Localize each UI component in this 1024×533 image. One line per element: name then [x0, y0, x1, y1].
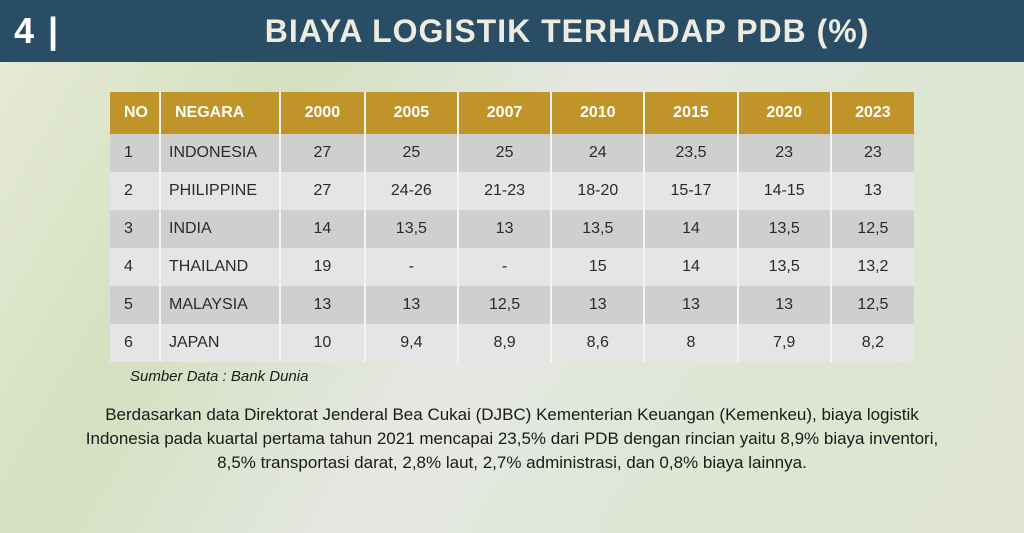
- table-cell: 8,2: [831, 324, 914, 362]
- table-cell: 2: [110, 172, 160, 210]
- table-cell: JAPAN: [160, 324, 280, 362]
- table-cell: 8,6: [551, 324, 644, 362]
- table-cell: THAILAND: [160, 248, 280, 286]
- table-cell: 13: [365, 286, 458, 324]
- page-title: BIAYA LOGISTIK TERHADAP PDB (%): [60, 13, 994, 50]
- table-cell: 13: [644, 286, 737, 324]
- table-cell: 13,5: [738, 248, 831, 286]
- table-cell: 14-15: [738, 172, 831, 210]
- table-cell: 1: [110, 134, 160, 172]
- table-cell: 12,5: [458, 286, 551, 324]
- table-cell: -: [458, 248, 551, 286]
- table-cell: 15-17: [644, 172, 737, 210]
- table-cell: 24: [551, 134, 644, 172]
- table-cell: 24-26: [365, 172, 458, 210]
- table-header-row: NO NEGARA 2000 2005 2007 2010 2015 2020 …: [110, 92, 914, 134]
- col-2010: 2010: [551, 92, 644, 134]
- table-cell: 27: [280, 134, 365, 172]
- table-row: 1INDONESIA2725252423,52323: [110, 134, 914, 172]
- table-row: 5MALAYSIA131312,513131312,5: [110, 286, 914, 324]
- table-cell: 6: [110, 324, 160, 362]
- table-cell: 25: [365, 134, 458, 172]
- page-number: 4 |: [14, 10, 60, 52]
- table-row: 4THAILAND19--151413,513,2: [110, 248, 914, 286]
- table-cell: 14: [280, 210, 365, 248]
- table-cell: 14: [644, 210, 737, 248]
- caption-text: Berdasarkan data Direktorat Jenderal Bea…: [80, 403, 944, 474]
- table-cell: 3: [110, 210, 160, 248]
- table-cell: 8,9: [458, 324, 551, 362]
- table-cell: -: [365, 248, 458, 286]
- col-2000: 2000: [280, 92, 365, 134]
- table-row: 2PHILIPPINE2724-2621-2318-2015-1714-1513: [110, 172, 914, 210]
- col-2005: 2005: [365, 92, 458, 134]
- table-cell: 23,5: [644, 134, 737, 172]
- header-bar: 4 | BIAYA LOGISTIK TERHADAP PDB (%): [0, 0, 1024, 62]
- table-cell: 10: [280, 324, 365, 362]
- table-cell: 13: [280, 286, 365, 324]
- table-cell: INDIA: [160, 210, 280, 248]
- table-cell: INDONESIA: [160, 134, 280, 172]
- table-cell: 13: [738, 286, 831, 324]
- table-cell: 13: [551, 286, 644, 324]
- table-cell: 19: [280, 248, 365, 286]
- table-cell: 14: [644, 248, 737, 286]
- table-cell: 9,4: [365, 324, 458, 362]
- source-text: Sumber Data : Bank Dunia: [130, 368, 1024, 385]
- table-cell: 13,5: [365, 210, 458, 248]
- table-cell: 13,2: [831, 248, 914, 286]
- table-cell: 23: [831, 134, 914, 172]
- table-cell: 13,5: [738, 210, 831, 248]
- table-cell: 8: [644, 324, 737, 362]
- logistics-table: NO NEGARA 2000 2005 2007 2010 2015 2020 …: [110, 92, 914, 362]
- table-row: 3INDIA1413,51313,51413,512,5: [110, 210, 914, 248]
- table-cell: 13,5: [551, 210, 644, 248]
- col-2007: 2007: [458, 92, 551, 134]
- table-body: 1INDONESIA2725252423,523232PHILIPPINE272…: [110, 134, 914, 362]
- table-cell: 7,9: [738, 324, 831, 362]
- table-cell: 13: [458, 210, 551, 248]
- col-2023: 2023: [831, 92, 914, 134]
- table-cell: 23: [738, 134, 831, 172]
- table-cell: 13: [831, 172, 914, 210]
- table-cell: 27: [280, 172, 365, 210]
- table-container: NO NEGARA 2000 2005 2007 2010 2015 2020 …: [110, 92, 914, 362]
- table-cell: 4: [110, 248, 160, 286]
- col-no: NO: [110, 92, 160, 134]
- table-cell: 15: [551, 248, 644, 286]
- col-2020: 2020: [738, 92, 831, 134]
- table-cell: 5: [110, 286, 160, 324]
- table-cell: MALAYSIA: [160, 286, 280, 324]
- col-2015: 2015: [644, 92, 737, 134]
- table-cell: 25: [458, 134, 551, 172]
- table-cell: PHILIPPINE: [160, 172, 280, 210]
- table-cell: 18-20: [551, 172, 644, 210]
- table-cell: 12,5: [831, 210, 914, 248]
- table-cell: 21-23: [458, 172, 551, 210]
- table-cell: 12,5: [831, 286, 914, 324]
- col-negara: NEGARA: [160, 92, 280, 134]
- table-row: 6JAPAN109,48,98,687,98,2: [110, 324, 914, 362]
